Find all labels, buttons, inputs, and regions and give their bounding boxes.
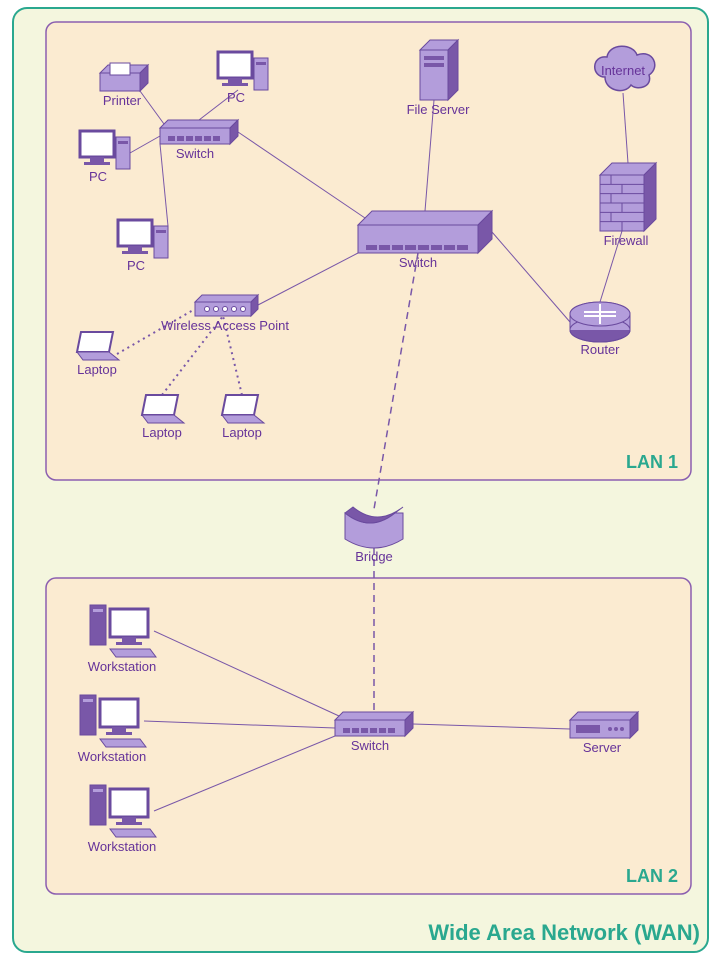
node-printer <box>100 63 148 91</box>
node-fileserver <box>420 40 458 100</box>
node-firewall <box>600 163 656 231</box>
label-pc_bot: PC <box>127 258 145 273</box>
lan2-label: LAN 2 <box>626 866 678 886</box>
label-wap: Wireless Access Point <box>161 318 289 333</box>
label-laptop1: Laptop <box>77 362 117 377</box>
label-router: Router <box>580 342 620 357</box>
node-pc_mid <box>80 131 130 169</box>
label-laptop3: Laptop <box>222 425 262 440</box>
node-router <box>570 302 630 342</box>
label-ws1: Workstation <box>88 659 156 674</box>
node-pc_bot <box>118 220 168 258</box>
label-printer: Printer <box>103 93 142 108</box>
label-laptop2: Laptop <box>142 425 182 440</box>
label-internet: Internet <box>601 63 645 78</box>
wan-label: Wide Area Network (WAN) <box>428 920 700 945</box>
label-pc_mid: PC <box>89 169 107 184</box>
node-server <box>570 712 638 738</box>
node-pc_top <box>218 52 268 90</box>
label-ws3: Workstation <box>88 839 156 854</box>
lan1-label: LAN 1 <box>626 452 678 472</box>
label-firewall: Firewall <box>604 233 649 248</box>
node-switch1 <box>160 120 238 144</box>
label-switch3: Switch <box>351 738 389 753</box>
label-fileserver: File Server <box>407 102 471 117</box>
label-ws2: Workstation <box>78 749 146 764</box>
node-switch2 <box>358 211 492 253</box>
label-bridge: Bridge <box>355 549 393 564</box>
label-switch2: Switch <box>399 255 437 270</box>
label-server: Server <box>583 740 622 755</box>
network-diagram: Printer PC PC PC Switch Wireless Access Point… <box>0 0 721 962</box>
label-switch1: Switch <box>176 146 214 161</box>
node-wap <box>195 295 258 316</box>
node-switch3 <box>335 712 413 736</box>
label-pc_top: PC <box>227 90 245 105</box>
